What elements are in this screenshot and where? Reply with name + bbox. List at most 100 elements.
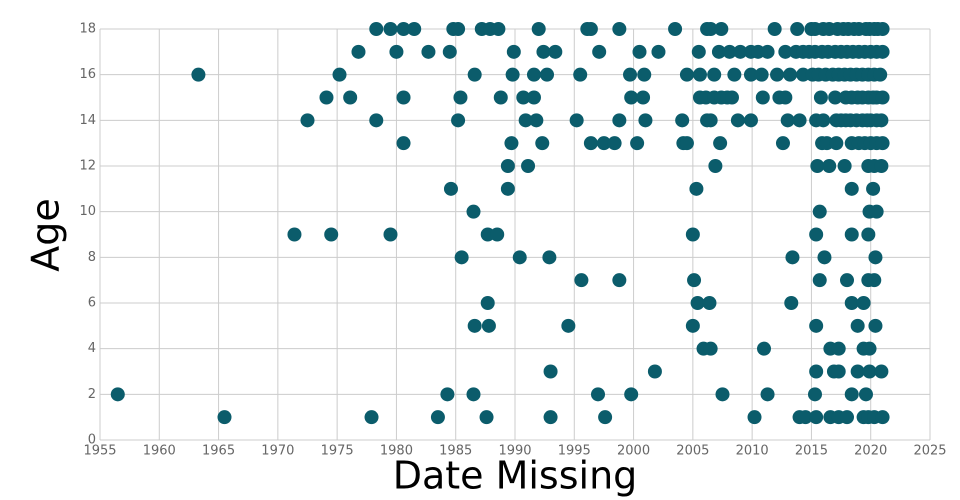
point <box>850 364 865 379</box>
point <box>647 364 662 379</box>
point <box>722 44 737 59</box>
point <box>638 113 653 128</box>
point <box>715 387 730 402</box>
point <box>454 250 469 265</box>
point <box>809 227 824 242</box>
point <box>396 136 411 151</box>
point <box>692 67 707 82</box>
point <box>536 44 551 59</box>
point <box>767 22 782 36</box>
point <box>784 296 799 310</box>
y-tick-label: 18 <box>79 22 96 37</box>
x-tick-label: 1985 <box>439 444 472 459</box>
point <box>747 410 762 425</box>
point <box>632 44 647 59</box>
point <box>828 90 843 105</box>
point <box>493 90 508 105</box>
y-tick-label: 14 <box>79 113 96 128</box>
point <box>679 136 694 151</box>
point <box>866 181 881 196</box>
point <box>598 410 613 425</box>
x-tick-label: 2020 <box>854 444 887 459</box>
point <box>596 136 611 151</box>
point <box>467 67 482 82</box>
point <box>862 364 877 379</box>
point <box>443 181 458 196</box>
point <box>702 296 717 310</box>
y-tick-label: 2 <box>88 387 96 402</box>
point <box>798 410 813 425</box>
point <box>542 250 557 265</box>
point <box>383 22 398 36</box>
point <box>690 296 705 310</box>
point <box>518 113 533 128</box>
point <box>874 113 889 128</box>
point <box>875 22 890 36</box>
point <box>637 67 652 82</box>
point <box>770 67 785 82</box>
point <box>612 273 627 288</box>
point <box>529 113 544 128</box>
point <box>607 136 622 151</box>
point <box>364 410 379 425</box>
x-tick-label: 2005 <box>676 444 709 459</box>
point <box>703 22 718 36</box>
y-tick-label: 4 <box>88 341 96 356</box>
point <box>521 159 536 173</box>
point <box>869 204 884 219</box>
point <box>506 44 521 59</box>
point <box>813 90 828 105</box>
point <box>780 113 795 128</box>
point <box>775 136 790 151</box>
y-tick-label: 10 <box>79 204 96 219</box>
point <box>591 387 605 402</box>
point <box>685 227 700 242</box>
point <box>875 90 890 105</box>
point <box>383 227 398 242</box>
point <box>369 22 384 36</box>
point <box>526 67 541 82</box>
x-tick-label: 1990 <box>498 444 531 459</box>
point <box>490 227 505 242</box>
point <box>396 22 411 36</box>
x-axis-title: Date Missing <box>393 454 638 498</box>
point <box>875 410 890 425</box>
point <box>743 113 758 128</box>
x-tick-label: 2015 <box>795 444 828 459</box>
point <box>451 22 466 36</box>
point <box>421 44 436 59</box>
point <box>543 410 558 425</box>
point <box>543 364 558 379</box>
point <box>733 44 748 59</box>
point <box>504 136 519 151</box>
point <box>430 410 445 425</box>
x-tick-label: 1960 <box>143 444 176 459</box>
point <box>861 227 876 242</box>
point <box>809 410 824 425</box>
point <box>840 410 854 425</box>
point <box>850 318 865 333</box>
point <box>689 181 704 196</box>
point <box>755 90 770 105</box>
point <box>217 410 232 425</box>
point <box>630 136 645 151</box>
point <box>792 113 807 128</box>
point <box>535 136 550 151</box>
point <box>583 136 598 151</box>
point <box>816 113 831 128</box>
y-tick-label: 12 <box>79 159 96 174</box>
y-tick-label: 6 <box>88 296 96 311</box>
point <box>561 318 576 333</box>
point <box>679 67 694 82</box>
point <box>714 22 729 36</box>
point <box>862 341 877 356</box>
point <box>703 341 718 356</box>
point <box>730 113 745 128</box>
point <box>442 44 457 59</box>
point <box>703 113 718 128</box>
point <box>466 204 481 219</box>
point <box>687 273 702 288</box>
point <box>319 90 334 105</box>
point <box>512 250 527 265</box>
